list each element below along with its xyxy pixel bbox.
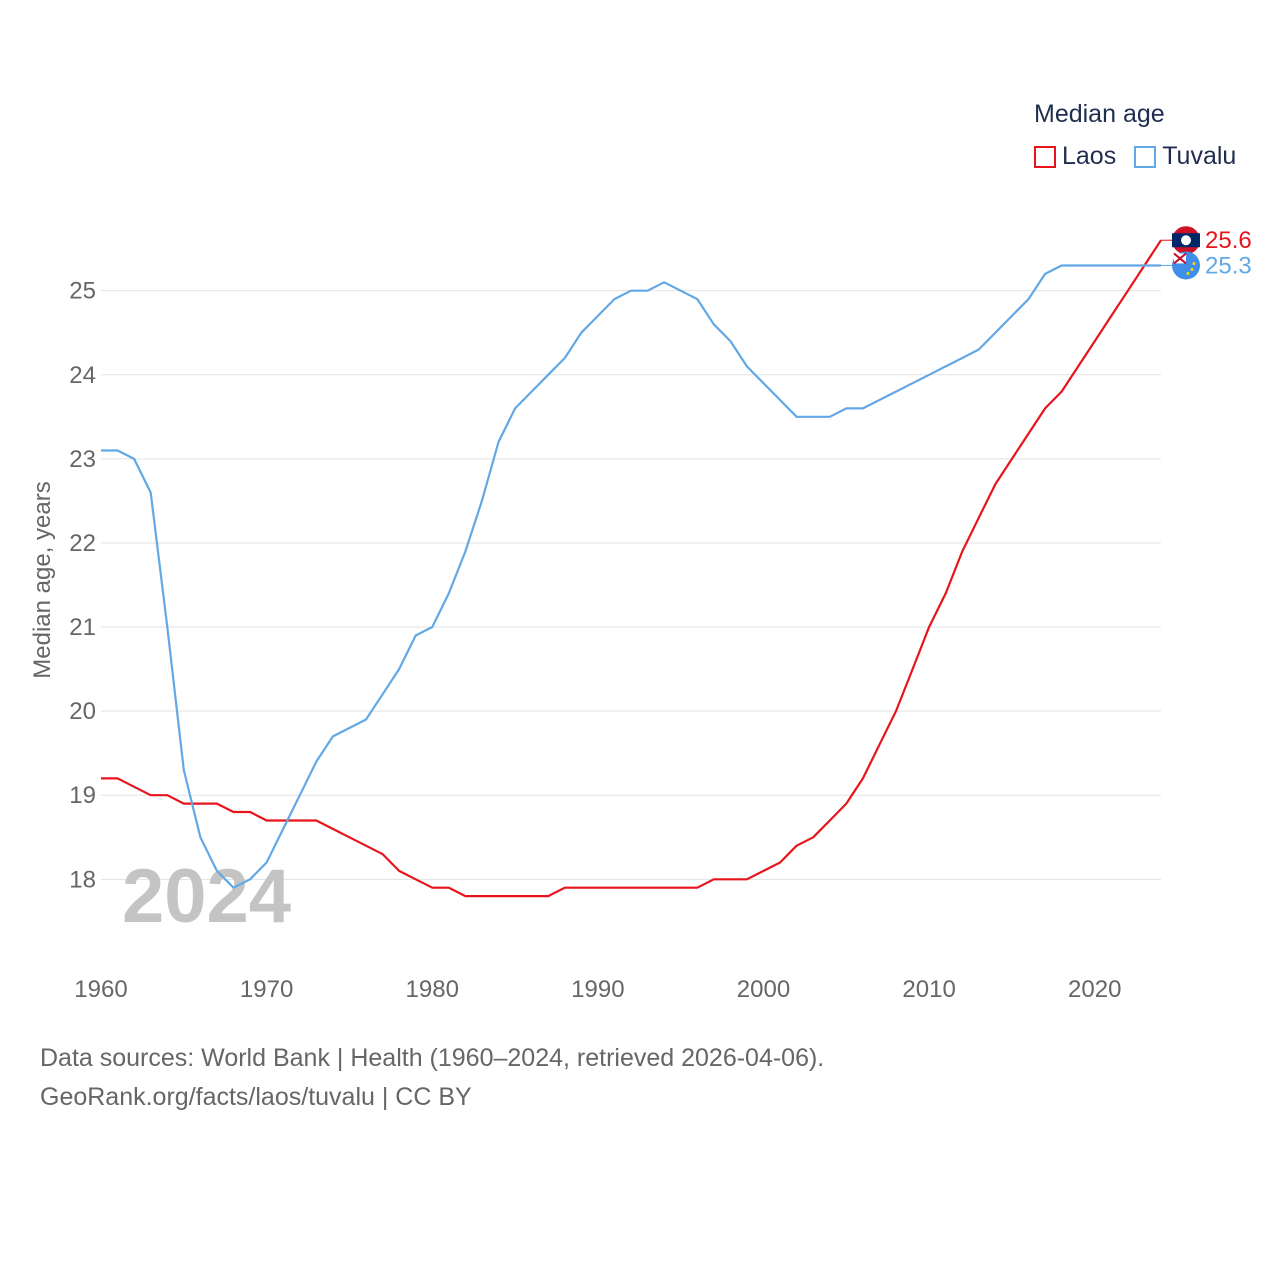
legend-label-laos: Laos: [1062, 142, 1117, 170]
end-value-label-tuvalu: 25.3: [1205, 252, 1252, 279]
y-tick-label: 25: [69, 278, 96, 305]
legend-item-tuvalu[interactable]: Tuvalu: [1134, 142, 1236, 171]
y-axis-ticks: 18 19 20 21 22 23 24 25: [69, 278, 96, 894]
x-axis-ticks: 1960 1970 1980 1990 2000 2010 2020: [74, 976, 1121, 1003]
y-tick-label: 18: [69, 866, 96, 893]
y-tick-label: 19: [69, 782, 96, 809]
flag-tuvalu-icon: [1172, 251, 1200, 280]
y-tick-label: 21: [69, 614, 96, 641]
y-axis-label: Median age, years: [29, 481, 56, 678]
x-tick-label: 1970: [240, 976, 293, 1003]
legend: Laos Tuvalu: [1034, 142, 1254, 171]
year-watermark: 2024: [122, 854, 291, 939]
flag-laos-icon: [1172, 226, 1200, 255]
series-line-tuvalu: [101, 264, 1161, 889]
legend-swatch-laos: [1034, 145, 1056, 168]
legend-item-laos[interactable]: Laos: [1034, 142, 1116, 171]
legend-title: Median age: [1034, 100, 1165, 128]
series-line-laos: [101, 239, 1162, 898]
end-value-label-laos: 25.6: [1205, 227, 1252, 254]
y-tick-label: 24: [69, 362, 96, 389]
x-tick-label: 2010: [902, 976, 955, 1003]
gridlines: [101, 290, 1161, 880]
series-lines: [101, 239, 1162, 898]
x-tick-label: 2020: [1068, 976, 1121, 1003]
legend-label-tuvalu: Tuvalu: [1162, 142, 1237, 170]
y-tick-label: 22: [69, 530, 96, 557]
legend-swatch-tuvalu: [1134, 145, 1157, 168]
y-tick-label: 20: [69, 698, 96, 725]
x-tick-label: 1990: [571, 976, 624, 1003]
x-tick-label: 1960: [74, 976, 127, 1003]
x-tick-label: 1980: [406, 976, 459, 1003]
data-source-note: Data sources: World Bank | Health (1960–…: [40, 1044, 825, 1072]
attribution-link[interactable]: GeoRank.org/facts/laos/tuvalu | CC BY: [40, 1083, 472, 1111]
y-tick-label: 23: [69, 446, 96, 473]
series-end-labels: 25.625.3: [1161, 226, 1252, 280]
x-tick-label: 2000: [737, 976, 790, 1003]
